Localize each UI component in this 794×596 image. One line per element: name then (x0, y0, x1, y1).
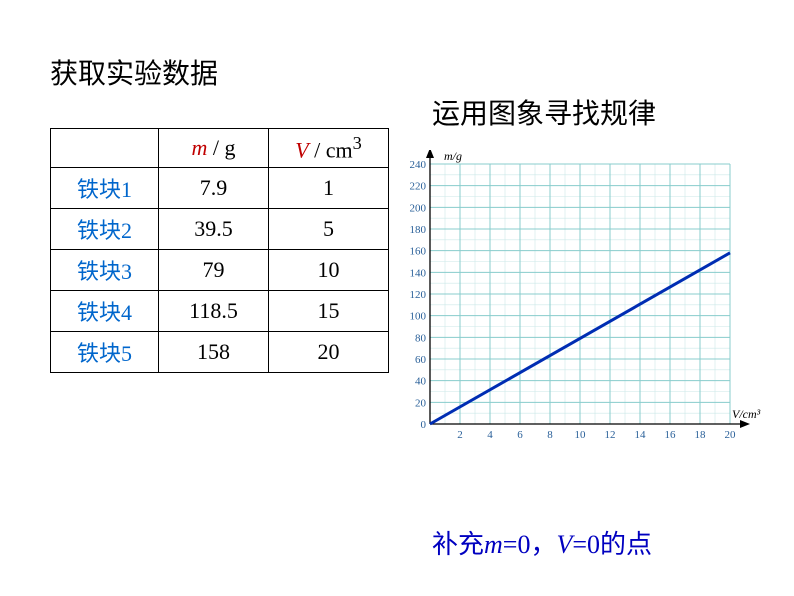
title-graph-pattern: 运用图象寻找规律 (432, 92, 656, 132)
row-label: 铁块2 (51, 209, 159, 250)
table-row: 铁块17.91 (51, 168, 389, 209)
row-label: 铁块1 (51, 168, 159, 209)
svg-text:20: 20 (415, 397, 427, 409)
footer-supplement-note: 补充m=0，V=0的点 (432, 524, 652, 561)
svg-text:V/cm³: V/cm³ (732, 407, 761, 421)
row-mass: 158 (159, 332, 269, 373)
row-volume: 10 (269, 250, 389, 291)
svg-text:14: 14 (635, 429, 647, 441)
mass-volume-chart: 0 20 40 60 80 100 120 140 160 180 200 220 240 2 4 6 8 10 1… (395, 150, 765, 470)
table-row: 铁块4118.515 (51, 291, 389, 332)
table-row: 铁块37910 (51, 250, 389, 291)
footer-eq2: =0的点 (572, 530, 652, 559)
svg-text:40: 40 (415, 376, 427, 388)
vol-sup: 3 (353, 133, 362, 153)
header-mass: m / g (159, 129, 269, 168)
svg-text:16: 16 (665, 429, 677, 441)
title-data-acquisition: 获取实验数据 (50, 52, 218, 92)
row-mass: 79 (159, 250, 269, 291)
row-label: 铁块3 (51, 250, 159, 291)
row-label: 铁块4 (51, 291, 159, 332)
svg-text:0: 0 (421, 419, 427, 431)
svg-text:140: 140 (410, 267, 427, 279)
row-volume: 1 (269, 168, 389, 209)
mass-unit: / g (207, 135, 235, 160)
row-volume: 20 (269, 332, 389, 373)
footer-prefix: 补充 (432, 530, 484, 559)
footer-v: V (556, 530, 572, 559)
svg-text:2: 2 (457, 429, 463, 441)
svg-text:10: 10 (575, 429, 587, 441)
row-mass: 118.5 (159, 291, 269, 332)
svg-text:18: 18 (695, 429, 707, 441)
svg-text:20: 20 (725, 429, 737, 441)
svg-text:160: 160 (410, 246, 427, 258)
table-row: 铁块515820 (51, 332, 389, 373)
header-empty (51, 129, 159, 168)
row-volume: 15 (269, 291, 389, 332)
experiment-data-table: m / g V / cm3 铁块17.91铁块239.55铁块37910铁块41… (50, 128, 389, 373)
chart-svg: 0 20 40 60 80 100 120 140 160 180 200 220 240 2 4 6 8 10 1… (395, 150, 765, 470)
svg-text:220: 220 (410, 181, 427, 193)
svg-text:120: 120 (410, 289, 427, 301)
svg-text:6: 6 (517, 429, 523, 441)
svg-text:180: 180 (410, 224, 427, 236)
svg-text:240: 240 (410, 159, 427, 171)
row-mass: 7.9 (159, 168, 269, 209)
svg-text:12: 12 (605, 429, 616, 441)
row-volume: 5 (269, 209, 389, 250)
footer-eq1: =0， (503, 530, 557, 559)
vol-unit: / cm (309, 137, 353, 162)
mass-symbol: m (191, 135, 207, 160)
table-header-row: m / g V / cm3 (51, 129, 389, 168)
footer-m: m (484, 530, 503, 559)
svg-text:8: 8 (547, 429, 553, 441)
svg-text:4: 4 (487, 429, 493, 441)
svg-text:200: 200 (410, 202, 427, 214)
table-row: 铁块239.55 (51, 209, 389, 250)
svg-text:80: 80 (415, 332, 427, 344)
row-mass: 39.5 (159, 209, 269, 250)
header-volume: V / cm3 (269, 129, 389, 168)
svg-text:100: 100 (410, 311, 427, 323)
vol-symbol: V (295, 137, 308, 162)
svg-text:m/g: m/g (444, 150, 462, 163)
svg-text:60: 60 (415, 354, 427, 366)
row-label: 铁块5 (51, 332, 159, 373)
